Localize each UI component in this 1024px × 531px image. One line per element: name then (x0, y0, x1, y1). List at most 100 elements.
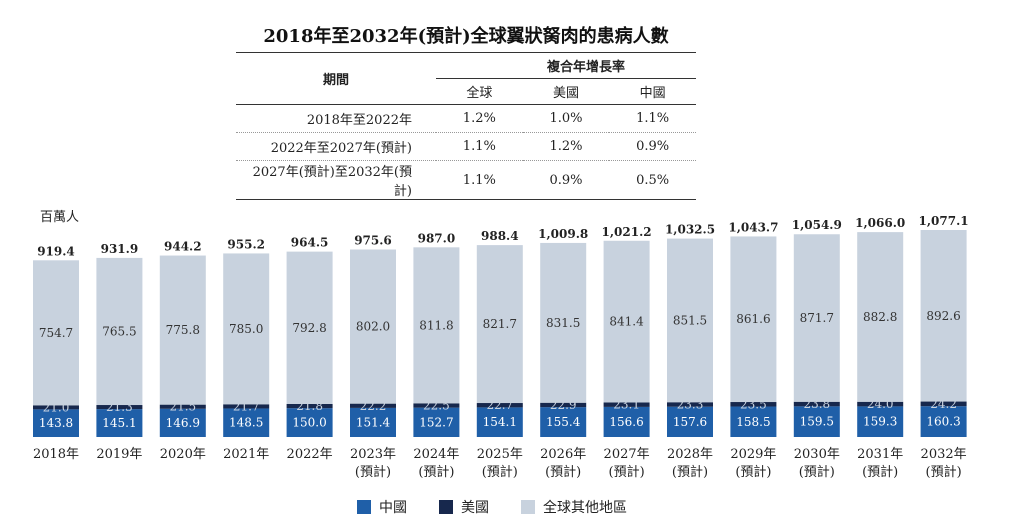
cagr-header: 複合年增長率 (436, 52, 696, 79)
period-cell: 2018年至2022年 (306, 113, 412, 128)
data-label-china: 155.4 (546, 415, 581, 429)
total-label: 1,043.7 (728, 220, 778, 234)
x-tick-label: 2024年 (413, 447, 459, 462)
bar-segment-rest (413, 247, 460, 404)
data-label-china: 150.0 (292, 416, 326, 430)
data-label-rest: 754.7 (39, 326, 73, 340)
bar-segment-china (33, 409, 79, 437)
bar-segment-china (223, 408, 270, 437)
value-cell: 1.0% (549, 111, 583, 126)
data-label-rest: 831.5 (546, 316, 580, 330)
x-tick-label: 2029年 (730, 447, 776, 462)
x-tick-label: 2018年 (33, 447, 79, 462)
total-label: 964.5 (291, 236, 329, 250)
data-label-rest: 765.5 (102, 324, 136, 338)
total-label: 931.9 (101, 242, 139, 256)
bar-segment-rest (33, 260, 79, 406)
bar-segment-rest (920, 230, 967, 402)
total-label: 944.2 (164, 240, 202, 254)
bar-segment-usa (33, 405, 79, 410)
bar-segment-china (159, 408, 206, 437)
legend-label-china: 中國 (379, 500, 407, 516)
x-tick-label: 2028年 (667, 447, 713, 462)
data-label-china: 156.6 (609, 415, 643, 429)
x-tick-sublabel: (預計) (926, 464, 962, 480)
x-tick-label: 2020年 (160, 447, 206, 462)
x-tick-sublabel: (預計) (735, 464, 771, 480)
bar-segment-usa (793, 401, 840, 407)
data-label-rest: 792.8 (292, 321, 326, 335)
bar-segment-rest (350, 249, 396, 404)
bar-segment-rest (286, 251, 333, 404)
bar-segment-usa (223, 404, 270, 409)
legend-item-china: 中國 (357, 497, 407, 517)
x-tick-label: 2032年 (921, 447, 967, 462)
period-cell: 2022年至2027年(預計) (270, 141, 412, 156)
value-cell: 1.2% (462, 111, 496, 126)
data-label-china: 159.3 (863, 415, 897, 429)
bar-segment-rest (730, 236, 777, 403)
legend-label-usa: 美國 (461, 500, 489, 516)
x-tick-label: 2031年 (857, 447, 903, 462)
total-label: 1,054.9 (792, 218, 842, 232)
bar-segment-rest (96, 257, 143, 406)
bar-segment-usa (603, 402, 650, 407)
data-label-rest: 892.6 (926, 309, 960, 323)
data-label-china: 160.3 (926, 415, 960, 429)
bar-segment-china (730, 406, 777, 437)
x-tick-sublabel: (預計) (862, 464, 898, 480)
total-label: 955.2 (227, 237, 265, 251)
x-tick-sublabel: (預計) (355, 464, 391, 480)
legend: 中國 美國 全球其他地區 (357, 497, 659, 517)
data-label-rest: 841.4 (609, 315, 644, 329)
bar-segment-china (350, 407, 396, 437)
data-label-china: 146.9 (166, 416, 200, 430)
data-label-china: 159.5 (800, 415, 834, 429)
bar-segment-china (603, 406, 650, 437)
value-cell: 0.9% (549, 172, 583, 188)
x-tick-label: 2022年 (287, 447, 333, 462)
bar-segment-usa (730, 402, 777, 407)
data-label-china: 157.6 (673, 415, 707, 429)
bar-segment-rest (540, 242, 587, 403)
table-row: 2018年至2022年 1.2% 1.0% 1.1% (236, 104, 696, 133)
x-tick-sublabel: (預計) (545, 464, 581, 480)
bar-segment-rest (603, 240, 650, 403)
bar-segment-usa (350, 403, 396, 408)
total-label: 987.0 (418, 231, 456, 245)
total-label: 1,066.0 (855, 216, 905, 230)
bar-segment-usa (667, 402, 713, 407)
legend-item-usa: 美國 (439, 497, 489, 517)
bar-segment-usa (857, 401, 904, 407)
bar-segment-rest (857, 232, 904, 402)
total-label: 988.4 (481, 229, 519, 243)
data-label-china: 154.1 (483, 415, 517, 429)
bar-segment-china (920, 406, 967, 437)
legend-item-rest: 全球其他地區 (521, 497, 627, 517)
bar-segment-china (286, 408, 333, 437)
period-cell: 2027年(預計)至2032年(預計) (252, 165, 412, 199)
value-cell: 1.1% (462, 172, 496, 188)
data-label-rest: 821.7 (483, 317, 517, 331)
data-label-china: 148.5 (229, 416, 263, 430)
col-header-china: 中國 (639, 86, 666, 101)
data-label-rest: 775.8 (166, 323, 200, 337)
data-label-rest: 871.7 (800, 311, 834, 325)
data-label-rest: 785.0 (229, 322, 263, 336)
bar-segment-usa (540, 402, 587, 408)
legend-swatch-usa (439, 500, 453, 514)
bar-segment-china (540, 407, 587, 437)
value-cell: 1.1% (636, 111, 670, 126)
data-label-china: 145.1 (102, 416, 136, 430)
cagr-table: 期間 複合年增長率 全球 美國 中國 2018年至2022年 1.2% 1.0%… (236, 52, 696, 206)
data-label-china: 158.5 (736, 415, 770, 429)
x-tick-label: 2023年 (350, 447, 396, 462)
legend-swatch-rest (521, 500, 535, 514)
x-tick-label: 2030年 (794, 447, 840, 462)
data-label-rest: 861.6 (736, 312, 770, 326)
y-unit-label: 百萬人 (40, 210, 80, 225)
data-label-china: 143.8 (39, 416, 73, 430)
data-label-rest: 802.0 (356, 320, 390, 334)
x-tick-label: 2027年 (604, 447, 650, 462)
